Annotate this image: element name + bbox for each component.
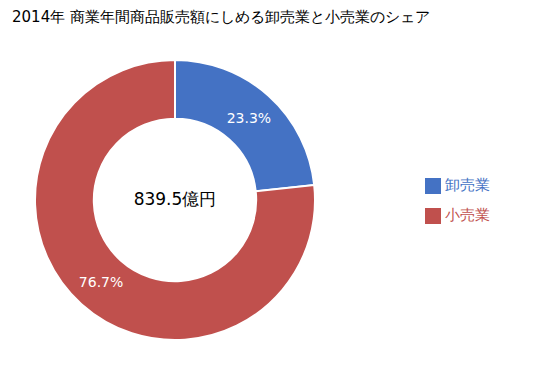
html-text:小売業: 小売業 [445,206,490,224]
svg-text:23.3%: 23.3% [227,110,271,126]
svg-text:76.7%: 76.7% [79,274,123,290]
html-text:2014年 商業年間商品販売額にしめる卸売業と小売業のシェア: 2014年 商業年間商品販売額にしめる卸売業と小売業のシェア [12,8,430,26]
html-text:839.5億円: 839.5億円 [133,189,217,209]
html-text:卸売業: 卸売業 [445,176,490,194]
